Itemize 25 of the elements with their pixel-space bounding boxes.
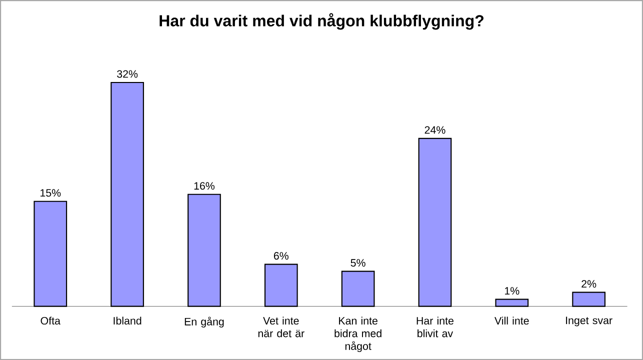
x-tick-label: Inget svar — [566, 316, 612, 326]
bar — [264, 264, 298, 307]
data-label: 24% — [424, 126, 446, 134]
bar — [341, 270, 375, 307]
bar — [418, 138, 452, 307]
data-label: 6% — [274, 252, 288, 260]
data-label: 1% — [504, 287, 520, 295]
chart-title: Har du varit med vid någon klubbflygning? — [160, 13, 484, 30]
x-tick-label: Vet inte när det är — [258, 316, 304, 338]
data-label: 15% — [40, 189, 61, 197]
x-tick-label: Har inte blivit av — [416, 316, 454, 338]
bar — [572, 292, 606, 307]
x-tick-label: Ibland — [114, 316, 142, 325]
bar — [110, 82, 144, 307]
data-label: 2% — [582, 280, 596, 288]
bar — [34, 200, 68, 307]
x-tick-label: En gång — [184, 316, 224, 328]
data-label: 32% — [117, 70, 138, 78]
bar — [495, 298, 529, 307]
x-tick-label: Vill inte — [494, 316, 529, 325]
x-tick-label: Kan inte bidra med något — [334, 316, 382, 352]
bar — [188, 194, 221, 307]
data-label: 5% — [350, 259, 366, 267]
data-label: 16% — [194, 182, 215, 190]
x-tick-label: Ofta — [40, 316, 60, 325]
